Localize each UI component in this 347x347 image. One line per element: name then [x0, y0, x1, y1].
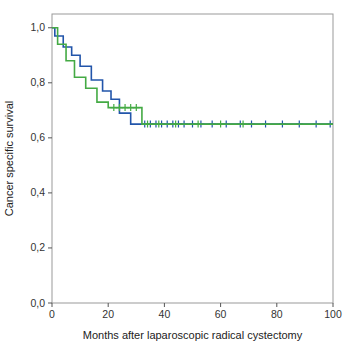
y-tick [48, 303, 52, 304]
page: {"chart_data": { "type": "line", "xlabel… [0, 0, 347, 347]
y-axis-label: Cancer specific survival [3, 101, 15, 217]
x-tick-label: 80 [271, 308, 283, 320]
y-axis: 0,0 0,2 0,4 0,6 0,8 1,0 [30, 21, 52, 308]
x-tick [164, 303, 165, 307]
x-tick-label: 20 [102, 308, 114, 320]
y-tick-label: 0,8 [30, 76, 45, 88]
censor-mark [240, 121, 247, 128]
censor-mark [144, 121, 151, 128]
y-tick-label: 0,2 [30, 241, 45, 253]
y-tick [48, 137, 52, 138]
y-tick [48, 247, 52, 248]
x-tick-label: 60 [215, 308, 227, 320]
y-tick-label: 0,6 [30, 131, 45, 143]
plot-frame [52, 14, 333, 303]
x-tick-label: 100 [324, 308, 342, 320]
censor-mark [133, 104, 140, 111]
plot-data [52, 28, 333, 128]
x-axis: 0 20 40 60 80 100 [49, 303, 342, 320]
x-tick-label: 40 [159, 308, 171, 320]
censor-mark [195, 121, 202, 128]
survival-curve [52, 28, 333, 124]
y-tick [48, 192, 52, 193]
x-tick [333, 303, 334, 307]
survival-curve [52, 28, 333, 124]
y-tick-label: 0,4 [30, 186, 45, 198]
censor-mark [155, 121, 162, 128]
y-tick [48, 82, 52, 83]
x-axis-label: Months after laparoscopic radical cystec… [83, 329, 303, 341]
x-tick [52, 303, 53, 307]
x-tick [276, 303, 277, 307]
censor-mark [172, 121, 179, 128]
censor-mark [217, 121, 224, 128]
chart: 0 20 40 60 80 100 0,0 0,2 0,4 0,6 0,8 1,0 Months aft… [0, 0, 347, 347]
y-tick-label: 0,0 [30, 297, 45, 309]
x-tick [108, 303, 109, 307]
x-tick [220, 303, 221, 307]
x-tick-label: 0 [49, 308, 55, 320]
y-tick-label: 1,0 [30, 21, 45, 33]
y-tick [48, 27, 52, 28]
